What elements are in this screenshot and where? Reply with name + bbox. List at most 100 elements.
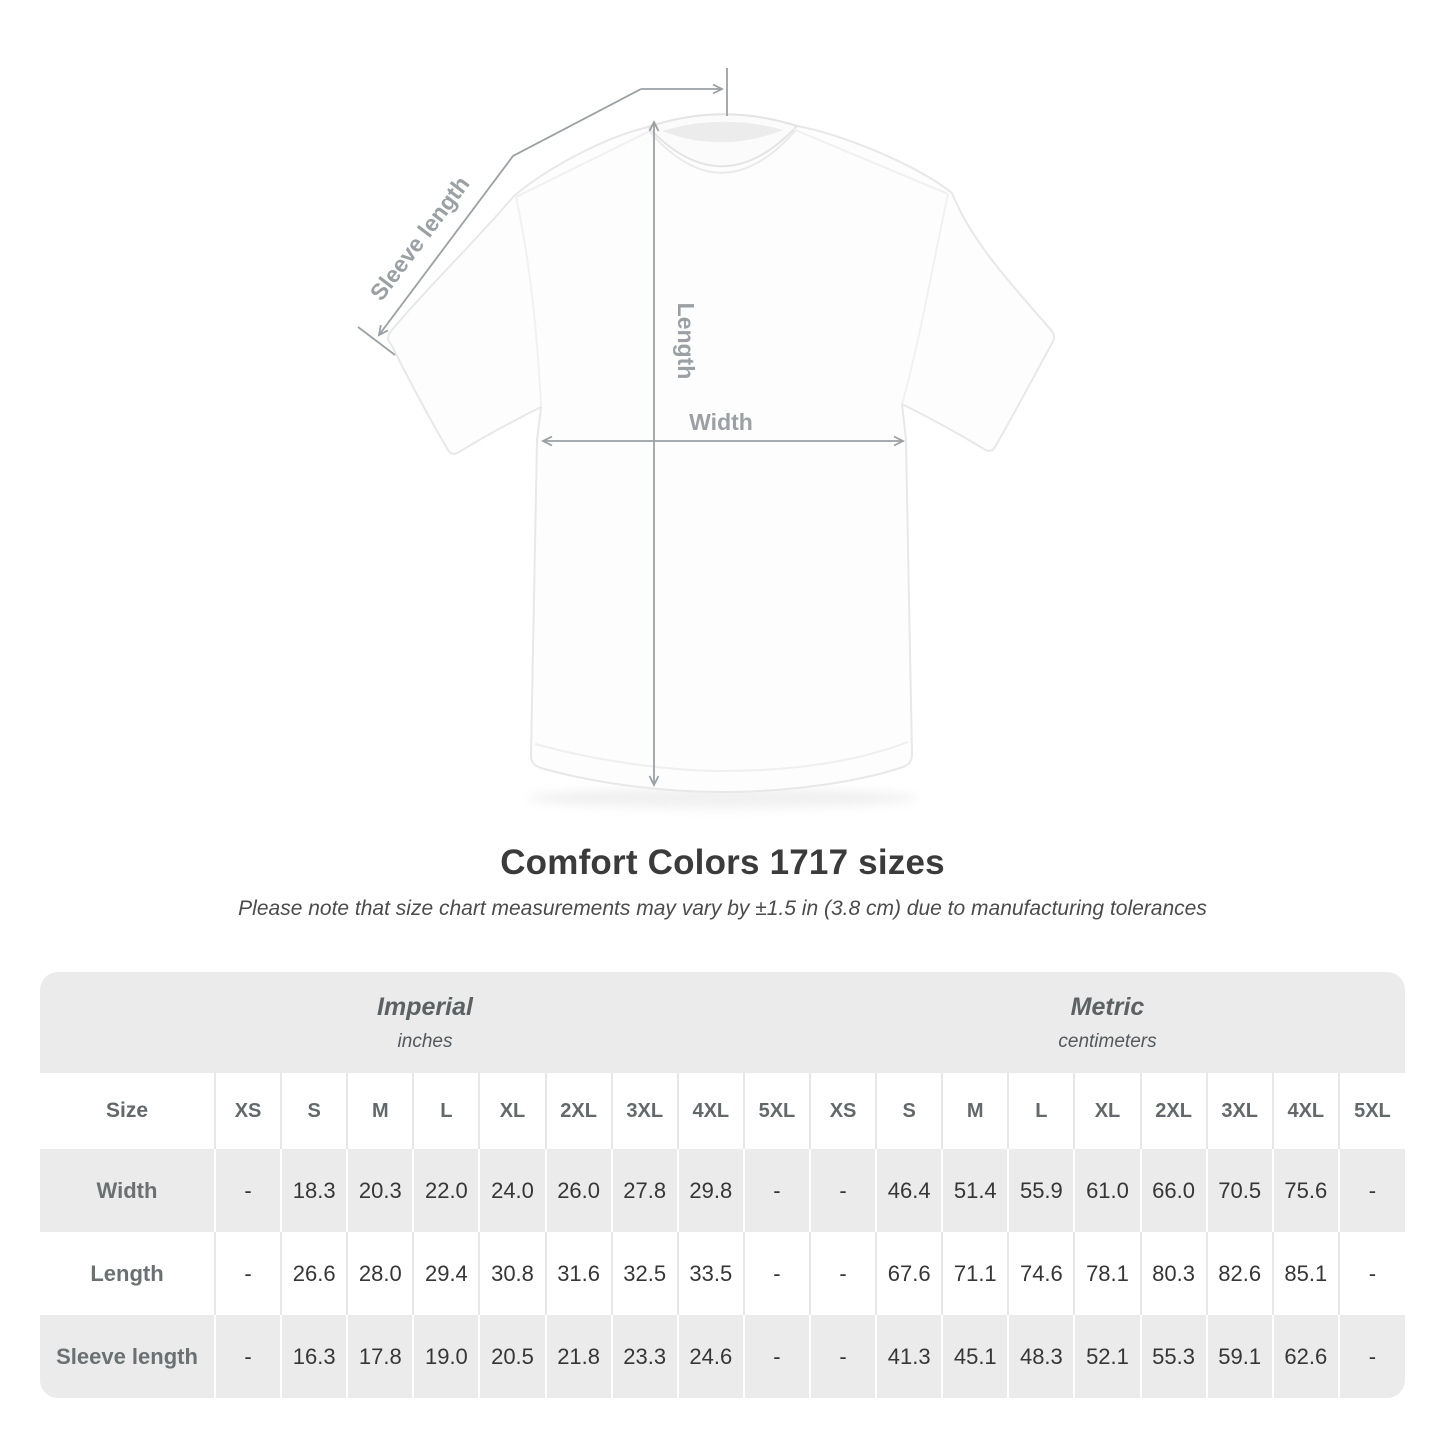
value-cell: -	[809, 1315, 878, 1398]
size-col-header: XS	[215, 1073, 283, 1149]
size-col-header: 4XL	[1272, 1073, 1340, 1149]
metric-unit: centimeters	[1058, 1030, 1157, 1052]
size-col-header: 2XL	[1140, 1073, 1208, 1149]
size-col-header: 4XL	[677, 1073, 745, 1149]
unit-header-row: Imperial inches Metric centimeters	[40, 972, 1405, 1073]
value-cell: -	[743, 1315, 811, 1398]
value-cell: -	[215, 1315, 283, 1398]
value-cell: 55.3	[1140, 1315, 1208, 1398]
value-cell: 20.5	[479, 1315, 547, 1398]
value-cell: 16.3	[281, 1315, 349, 1398]
size-col-header: 2XL	[545, 1073, 613, 1149]
size-col-header: S	[876, 1073, 944, 1149]
value-cell: 20.3	[347, 1149, 415, 1232]
value-cell: 18.3	[281, 1149, 349, 1232]
value-cell: 32.5	[611, 1232, 679, 1315]
metric-header: Metric centimeters	[809, 972, 1405, 1073]
heading-block: Comfort Colors 1717 sizes Please note th…	[0, 843, 1445, 921]
size-col-header: XL	[479, 1073, 547, 1149]
width-row: Width - 18.3 20.3 22.0 24.0 26.0 27.8 29…	[40, 1149, 1405, 1232]
value-cell: -	[215, 1232, 283, 1315]
value-cell: 51.4	[942, 1149, 1010, 1232]
value-cell: 19.0	[413, 1315, 481, 1398]
value-cell: -	[1338, 1149, 1405, 1232]
value-cell: 80.3	[1140, 1232, 1208, 1315]
value-cell: 59.1	[1206, 1315, 1274, 1398]
value-cell: 55.9	[1008, 1149, 1076, 1232]
value-cell: 29.4	[413, 1232, 481, 1315]
tshirt-body	[387, 113, 1055, 793]
value-cell: 17.8	[347, 1315, 415, 1398]
value-cell: 27.8	[611, 1149, 679, 1232]
value-cell: 85.1	[1272, 1232, 1340, 1315]
tshirt-diagram: Sleeve length Length Width	[357, 68, 1055, 808]
value-cell: 28.0	[347, 1232, 415, 1315]
shoulder-seam-left	[515, 129, 653, 198]
imperial-title: Imperial	[377, 992, 473, 1021]
value-cell: 66.0	[1140, 1149, 1208, 1232]
value-cell: 62.6	[1272, 1315, 1340, 1398]
page-title: Comfort Colors 1717 sizes	[500, 843, 945, 882]
value-cell: -	[743, 1149, 811, 1232]
value-cell: 71.1	[942, 1232, 1010, 1315]
row-label: Width	[40, 1149, 216, 1232]
imperial-unit: inches	[397, 1030, 453, 1052]
tolerance-note: Please note that size chart measurements…	[238, 897, 1207, 920]
size-col-header: S	[281, 1073, 349, 1149]
sleeve-seam-right	[901, 193, 949, 405]
sleeve-length-row: Sleeve length - 16.3 17.8 19.0 20.5 21.8…	[40, 1315, 1405, 1398]
width-label: Width	[689, 409, 753, 435]
sleeve-length-dimension-line	[379, 88, 642, 335]
value-cell: 41.3	[876, 1315, 944, 1398]
value-cell: -	[809, 1149, 878, 1232]
size-col-header: L	[413, 1073, 481, 1149]
value-cell: 46.4	[876, 1149, 944, 1232]
value-cell: -	[1338, 1232, 1405, 1315]
value-cell: 23.3	[611, 1315, 679, 1398]
value-cell: 29.8	[677, 1149, 745, 1232]
size-col-header: 3XL	[1206, 1073, 1274, 1149]
size-col-header: 5XL	[743, 1073, 811, 1149]
value-cell: 74.6	[1008, 1232, 1076, 1315]
shoulder-seam-right	[792, 128, 949, 195]
size-col-header: L	[1008, 1073, 1076, 1149]
value-cell: 24.0	[479, 1149, 547, 1232]
size-table: Imperial inches Metric centimeters Size …	[40, 972, 1405, 1398]
value-cell: 52.1	[1074, 1315, 1142, 1398]
size-corner-label: Size	[40, 1073, 216, 1149]
sleeve-seam-left	[515, 196, 542, 408]
value-cell: 26.6	[281, 1232, 349, 1315]
value-cell: 24.6	[677, 1315, 745, 1398]
size-header-row: Size XS S M L XL 2XL 3XL 4XL 5XL XS S M …	[40, 1073, 1405, 1149]
value-cell: -	[215, 1149, 283, 1232]
value-cell: 45.1	[942, 1315, 1010, 1398]
value-cell: 21.8	[545, 1315, 613, 1398]
value-cell: 78.1	[1074, 1232, 1142, 1315]
value-cell: 22.0	[413, 1149, 481, 1232]
value-cell: 31.6	[545, 1232, 613, 1315]
size-col-header: XS	[809, 1073, 878, 1149]
value-cell: 48.3	[1008, 1315, 1076, 1398]
value-cell: 26.0	[545, 1149, 613, 1232]
size-col-header: 5XL	[1338, 1073, 1405, 1149]
size-col-header: M	[942, 1073, 1010, 1149]
length-label: Length	[673, 303, 699, 380]
shirt-shadow	[527, 788, 917, 808]
value-cell: 75.6	[1272, 1149, 1340, 1232]
value-cell: 61.0	[1074, 1149, 1142, 1232]
value-cell: 67.6	[876, 1232, 944, 1315]
value-cell: -	[809, 1232, 878, 1315]
value-cell: 82.6	[1206, 1232, 1274, 1315]
length-row: Length - 26.6 28.0 29.4 30.8 31.6 32.5 3…	[40, 1232, 1405, 1315]
value-cell: 70.5	[1206, 1149, 1274, 1232]
imperial-header: Imperial inches	[40, 972, 810, 1073]
row-label: Length	[40, 1232, 216, 1315]
value-cell: 33.5	[677, 1232, 745, 1315]
tshirt-svg: Sleeve length Length Width	[357, 68, 1055, 808]
size-col-header: 3XL	[611, 1073, 679, 1149]
collar-seam	[649, 130, 796, 174]
sleeve-end-tick	[357, 326, 396, 356]
size-col-header: M	[347, 1073, 415, 1149]
row-label: Sleeve length	[40, 1315, 216, 1398]
